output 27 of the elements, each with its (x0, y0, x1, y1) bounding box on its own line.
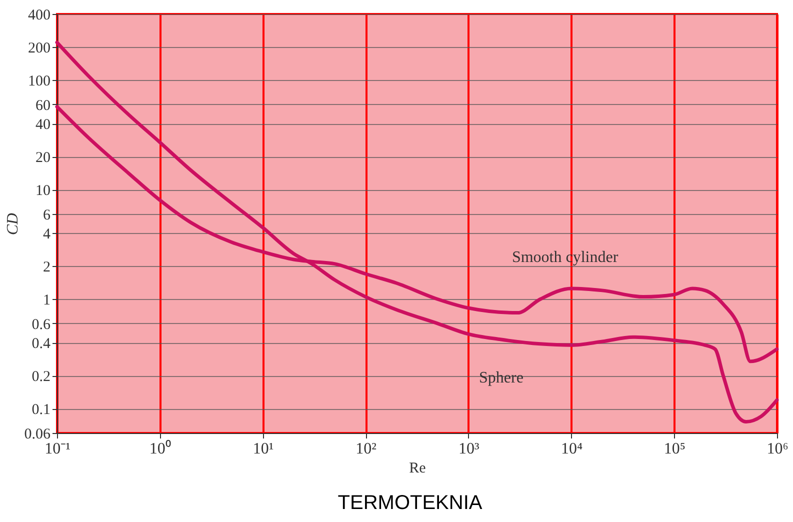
text: TERMOTEKNIA (338, 492, 483, 514)
y-tick-label: 10 (36, 183, 50, 200)
y-tick-label: 100 (28, 73, 50, 90)
y-tick-label: 40 (36, 117, 50, 134)
x-tick-label: 10⁰ (149, 440, 172, 458)
y-tick-label: 1 (43, 292, 50, 309)
y-tick-label: 6 (43, 207, 51, 224)
y-tick-label: 0.1 (32, 402, 50, 418)
x-axis-title: Re (409, 460, 426, 476)
x-tick-label: 10⁻¹ (44, 440, 71, 458)
y-tick-label: 0.06 (24, 426, 51, 442)
x-tick-label: 10⁴ (560, 440, 583, 458)
y-tick-label: 0.4 (32, 336, 51, 352)
x-tick-label: 10⁵ (664, 440, 686, 458)
y-tick-label: 2 (43, 260, 50, 276)
y-tick-label: 0.2 (32, 369, 50, 386)
y-tick-label: 400 (28, 8, 50, 24)
x-tick-label: 10² (356, 440, 377, 458)
x-tick-label: 10⁶ (766, 440, 788, 458)
y-tick-label: 20 (36, 150, 50, 166)
y-tick-label: 4 (43, 226, 51, 243)
y-tick-label: 60 (36, 98, 50, 114)
y-axis-title: CD (4, 212, 22, 236)
x-tick-label: 10¹ (252, 440, 274, 458)
x-tick-label: 10³ (458, 440, 480, 458)
y-tick-label: 0.6 (32, 316, 51, 333)
y-tick-label: 200 (28, 40, 50, 56)
